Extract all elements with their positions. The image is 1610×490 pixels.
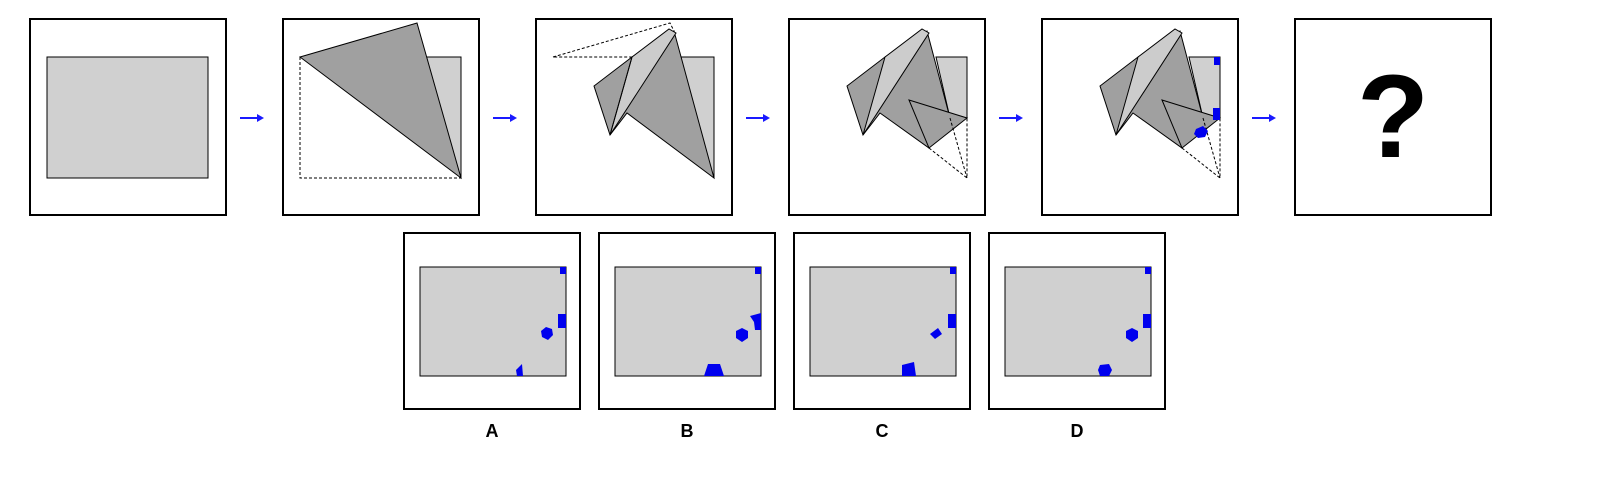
step-2-figure <box>298 22 462 180</box>
hole-top <box>755 267 761 274</box>
arrow-1-icon <box>240 114 264 122</box>
folded-flap-light <box>862 28 930 136</box>
step-5-panel <box>1041 18 1239 216</box>
fold-outline-dashed <box>928 118 968 180</box>
fold-outline-dashed <box>1181 118 1221 180</box>
hole-right <box>750 313 761 330</box>
option-c-figure <box>809 266 957 377</box>
paper-sheet <box>1004 266 1152 377</box>
arrow-4-icon <box>999 114 1023 122</box>
hole-bottom <box>902 362 916 376</box>
folded-flap-light <box>1115 28 1183 136</box>
paper-sheet <box>46 56 209 179</box>
option-a-panel[interactable] <box>403 232 581 410</box>
paper-sheet <box>614 266 762 377</box>
hole-bottom <box>1098 364 1112 376</box>
step-5-figure <box>1099 28 1222 180</box>
step-2-panel <box>282 18 480 216</box>
step-3-panel <box>535 18 733 216</box>
hole-bottom <box>516 364 523 376</box>
folded-flap <box>298 22 462 180</box>
hole-bottom <box>704 364 724 376</box>
hole-hexagon <box>1126 328 1138 342</box>
hole-small <box>930 328 942 339</box>
hole-right <box>558 314 566 328</box>
arrow-3-icon <box>746 114 770 122</box>
folded-flap-dark <box>593 30 715 180</box>
paper-sheet <box>809 266 957 377</box>
option-b-label[interactable]: B <box>680 421 694 441</box>
option-a-figure <box>419 266 567 377</box>
question-mark: ? <box>1356 51 1430 183</box>
option-d-panel[interactable] <box>988 232 1166 410</box>
paper-sheet <box>419 266 567 377</box>
option-c-panel[interactable] <box>793 232 971 410</box>
hole-right <box>948 314 956 328</box>
punched-hole-right <box>1213 108 1220 120</box>
fold-outline-dashed <box>299 57 461 179</box>
hole-top <box>1145 267 1151 274</box>
step-4-figure <box>846 28 969 180</box>
step-3-figure <box>552 22 715 180</box>
hole-top <box>560 267 566 274</box>
option-d-figure <box>1004 266 1152 377</box>
arrow-2-icon <box>493 114 517 122</box>
third-fold-flap <box>908 99 969 149</box>
punched-hole-hexagon <box>1194 126 1208 138</box>
option-a-label[interactable]: A <box>485 421 499 441</box>
hole-hexagon <box>541 327 553 340</box>
option-c-label[interactable]: C <box>875 421 889 441</box>
step-4-panel <box>788 18 986 216</box>
option-b-figure <box>614 266 762 377</box>
hole-hexagon <box>736 328 748 342</box>
step-1-panel <box>29 18 227 216</box>
question-panel: ? <box>1294 18 1492 216</box>
option-b-panel[interactable] <box>598 232 776 410</box>
step-1-figure <box>46 56 209 179</box>
hole-right <box>1143 314 1151 328</box>
hole-top <box>950 267 956 274</box>
option-d-label[interactable]: D <box>1070 421 1084 441</box>
arrow-5-icon <box>1252 114 1276 122</box>
punched-hole-top <box>1214 57 1220 65</box>
